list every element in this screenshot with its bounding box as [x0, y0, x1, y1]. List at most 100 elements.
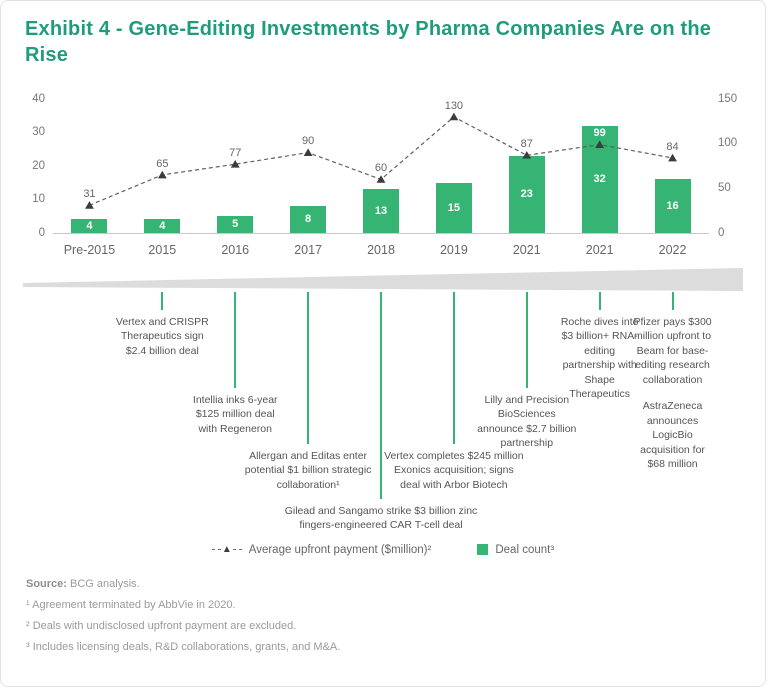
- annotation-paragraph: Gilead and Sangamo strike $3 billion zin…: [284, 504, 478, 532]
- triangle-marker-icon: [449, 112, 459, 121]
- annotation-connector: [380, 291, 382, 499]
- line-value-label: 90: [301, 135, 315, 148]
- legend-label-deal-count: Deal count³: [495, 543, 555, 556]
- plot-area: 0 10 20 30 40 0 50 100 150 4 4 5 8 13 15 23 32 16 31 65 77 90…: [32, 93, 737, 239]
- square-marker-icon: [477, 544, 489, 556]
- dashed-line-triangle-marker-icon: ▲: [211, 543, 242, 555]
- left-axis-tick: 10: [32, 193, 45, 206]
- deal-count-bar: 5: [217, 216, 254, 233]
- annotation-connector: [307, 291, 310, 444]
- line-value-label: 84: [666, 140, 679, 153]
- deal-count-bar: 4: [144, 219, 181, 233]
- line-value-label: 77: [229, 146, 242, 159]
- x-axis-label: 2017: [294, 242, 323, 257]
- dash-icon: [232, 549, 242, 551]
- line-value-label: 65: [156, 157, 169, 170]
- annotation-paragraph: Allergan and Editas enter potential $1 b…: [244, 449, 372, 491]
- x-axis-label: 2022: [658, 242, 687, 257]
- triangle-marker-icon: [522, 150, 532, 159]
- annotation-text: Roche dives into $3 billion+ RNA-editing…: [559, 315, 641, 402]
- x-axis-label: 2015: [148, 242, 177, 257]
- annotation-connector: [525, 291, 528, 388]
- x-axis-label: 2021: [585, 242, 614, 257]
- bar-value-label: 16: [666, 199, 679, 212]
- annotation-paragraph: Intellia inks 6-year $125 million deal w…: [192, 393, 278, 435]
- avg-upfront-payment-line: [85, 112, 677, 209]
- legend-item-deal-count: Deal count³: [477, 544, 554, 556]
- x-axis-label: 2019: [439, 242, 468, 257]
- x-axis-label: 2018: [367, 242, 395, 257]
- triangle-marker-icon: [85, 200, 94, 209]
- source-label: Source:: [26, 577, 67, 590]
- bar-value-label: 23: [520, 188, 533, 201]
- right-axis-tick: 150: [718, 92, 738, 105]
- left-axis-tick: 40: [32, 92, 45, 105]
- legend-item-upfront-payment: ▲ Average upfront payment ($million)²: [211, 543, 432, 556]
- bar-value-label: 13: [374, 205, 388, 217]
- annotation-text: Gilead and Sangamo strike $3 billion zin…: [276, 504, 486, 533]
- bar-value-label: 32: [593, 173, 606, 186]
- annotation-paragraph: Vertex and CRISPR Therapeutics sign $2.4…: [115, 315, 209, 357]
- annotation-connector: [598, 291, 601, 310]
- annotation-paragraph: Lilly and Precision BioSciences announce…: [477, 393, 577, 450]
- bar-value-label: 5: [232, 218, 239, 231]
- triangle-marker-icon: [230, 159, 240, 168]
- footnote-2: ² Deals with undisclosed upfront payment…: [26, 619, 297, 632]
- legend: ▲ Average upfront payment ($million)² De…: [23, 544, 743, 556]
- source-line: Source: BCG analysis.: [26, 578, 765, 590]
- annotation-paragraph: AstraZeneca announces LogicBio acquisiti…: [640, 400, 705, 471]
- x-axis-label: 2016: [221, 242, 250, 257]
- right-axis-tick: 50: [718, 182, 731, 195]
- right-axis-tick: 0: [718, 226, 725, 239]
- annotation-paragraph: Roche dives into $3 billion+ RNA-editing…: [560, 315, 639, 401]
- annotation-text: Vertex and CRISPR Therapeutics sign $2.4…: [110, 315, 214, 358]
- annotation-connector: [452, 291, 455, 444]
- x-axis-label: 2021: [512, 242, 541, 257]
- annotation-text: Lilly and Precision BioSciences announce…: [475, 393, 579, 451]
- deal-count-bar: 4: [71, 219, 108, 233]
- left-axis-tick: 20: [32, 159, 45, 172]
- growth-wedge: [23, 267, 743, 291]
- deal-count-bar: 15: [435, 182, 472, 233]
- footnotes: Source: BCG analysis. ¹ Agreement termin…: [26, 578, 765, 653]
- triangle-marker-icon: [668, 153, 677, 162]
- combo-chart: 0 10 20 30 40 0 50 100 150 4 4 5 8 13 15 23 32 16 31 65 77 90…: [23, 93, 743, 556]
- bar-value-label: 15: [447, 201, 460, 214]
- line-value-label: 87: [520, 138, 533, 151]
- annotation-connector: [234, 291, 237, 388]
- triangle-marker-icon: ▲: [221, 543, 232, 555]
- right-axis-tick: 100: [718, 137, 738, 150]
- left-axis-tick: 0: [38, 226, 45, 239]
- footnote-1: ¹ Agreement terminated by AbbVie in 2020…: [26, 598, 236, 611]
- triangle-marker-icon: [157, 170, 167, 179]
- line-value-label: 31: [83, 188, 96, 201]
- annotation-text: Allergan and Editas enter potential $1 b…: [243, 449, 373, 492]
- bar-value-label: 8: [305, 213, 312, 226]
- annotation-paragraph: Vertex completes $245 million Exonics ac…: [384, 449, 524, 491]
- triangle-marker-icon: [376, 174, 386, 183]
- line-value-label: 99: [593, 127, 606, 140]
- annotation-text: Vertex completes $245 million Exonics ac…: [384, 449, 524, 492]
- annotation-connector: [161, 291, 164, 310]
- triangle-marker-icon: [595, 140, 605, 148]
- exhibit-title: Exhibit 4 - Gene-Editing Investments by …: [25, 18, 712, 67]
- left-axis-tick: 30: [32, 126, 45, 139]
- line-value-label: 60: [374, 162, 388, 175]
- annotation-connector: [671, 291, 674, 310]
- annotation-paragraph: Pfizer pays $300 million upfront to Beam…: [633, 315, 712, 386]
- annotation-text: Intellia inks 6-year $125 million deal w…: [192, 393, 278, 436]
- bar-value-label: 4: [86, 220, 93, 233]
- deal-count-bar: 13: [363, 189, 399, 233]
- deal-count-bar: 16: [654, 179, 691, 233]
- dash-icon: [211, 549, 221, 551]
- deal-annotations: Vertex and CRISPR Therapeutics sign $2.4…: [53, 291, 712, 538]
- footnote-3: ³ Includes licensing deals, R&D collabor…: [26, 640, 341, 653]
- deal-count-bar: 23: [508, 155, 545, 233]
- x-axis-label: Pre-2015: [63, 242, 116, 257]
- deal-count-bar: 8: [290, 205, 327, 233]
- legend-label-upfront-payment: Average upfront payment ($million)²: [248, 543, 432, 556]
- source-text: BCG analysis.: [66, 577, 140, 590]
- triangle-marker-icon: [303, 148, 313, 156]
- x-axis-labels: Pre-2015 2015 2016 2017 2018 2019 2021 2021 2022: [53, 234, 709, 264]
